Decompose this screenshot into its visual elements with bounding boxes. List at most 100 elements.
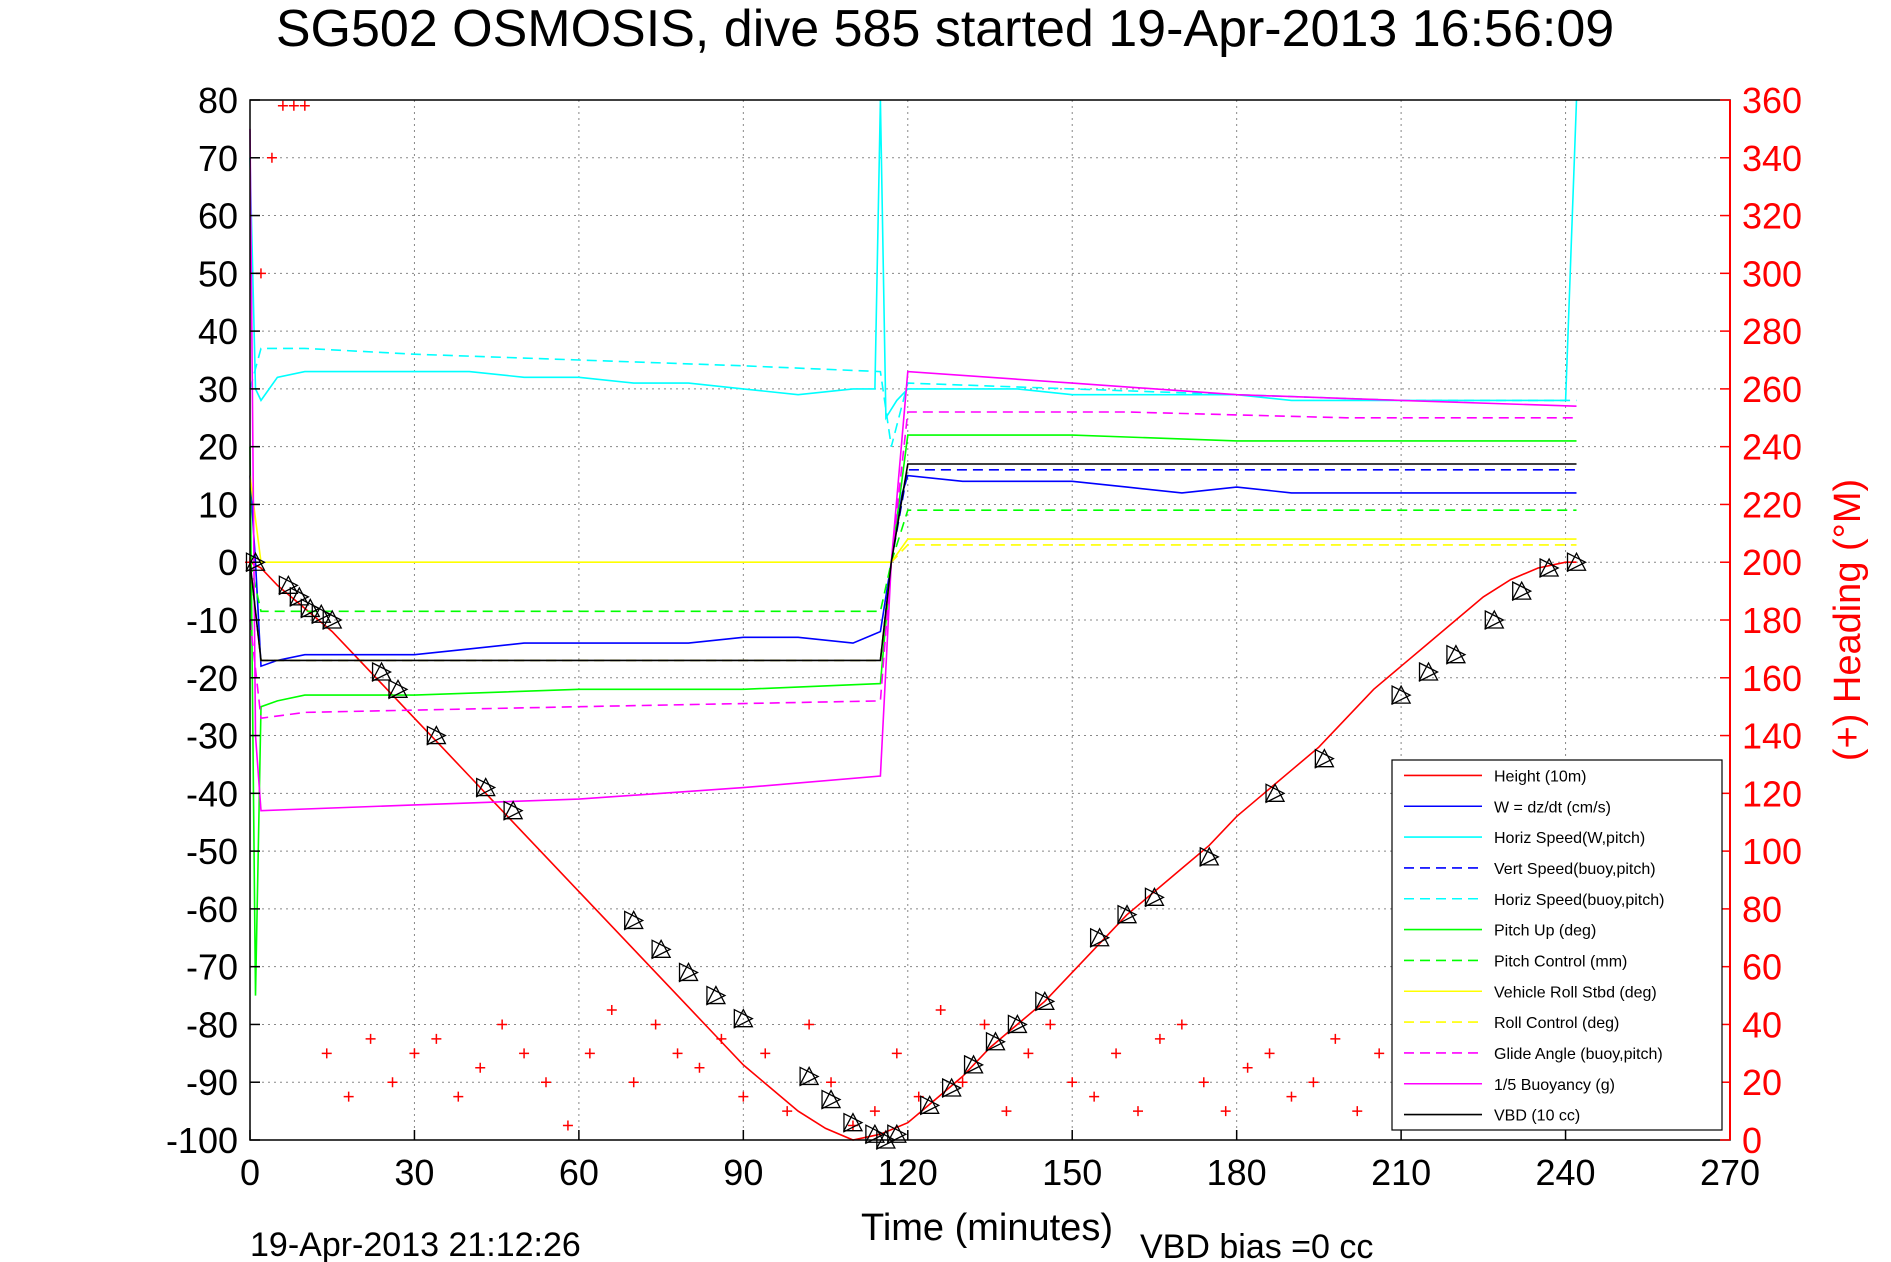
depth-marker-right — [1391, 685, 1412, 706]
legend-box — [1391, 759, 1723, 1131]
y2-tick-label: 240 — [1742, 427, 1802, 468]
y-tick-label: -10 — [186, 600, 238, 641]
x-tick-label: 120 — [878, 1152, 938, 1193]
y-tick-label: 40 — [198, 311, 238, 352]
depth-marker-right — [733, 1008, 754, 1029]
depth-marker-right — [476, 777, 497, 798]
depth-marker-right — [1484, 609, 1505, 631]
depth-marker-right — [1265, 783, 1286, 804]
depth-marker-up — [1566, 551, 1587, 571]
series-line — [249, 99, 1578, 421]
depth-marker-up — [1539, 557, 1560, 577]
y-tick-label: 10 — [198, 484, 238, 525]
depth-marker-up — [503, 800, 524, 820]
depth-marker-up — [322, 609, 343, 629]
heading-point — [826, 1077, 837, 1088]
y2-tick-label: 300 — [1742, 253, 1802, 294]
heading-point — [694, 1062, 705, 1073]
depth-marker-right — [821, 1089, 842, 1110]
depth-marker-up — [864, 1123, 885, 1143]
chart-title: SG502 OSMOSIS, dive 585 started 19-Apr-2… — [276, 0, 1614, 58]
depth-marker-right — [1199, 846, 1220, 867]
heading-point — [1220, 1106, 1231, 1117]
depth-marker-right — [1566, 552, 1587, 573]
depth-marker-up — [1445, 644, 1467, 664]
depth-marker-right — [289, 586, 310, 607]
depth-marker-up — [278, 574, 299, 594]
series-line — [249, 468, 1577, 662]
heading-point — [299, 100, 310, 111]
depth-marker-up — [387, 678, 409, 698]
y-tick-label: 50 — [198, 253, 238, 294]
series-line — [249, 347, 1577, 447]
y2-tick-label: 320 — [1742, 196, 1802, 237]
depth-marker-right — [311, 604, 332, 625]
depth-marker-up — [1264, 782, 1286, 802]
depth-marker-right — [278, 575, 299, 596]
legend-label: Glide Angle (buoy,pitch) — [1494, 1046, 1663, 1063]
heading-point — [804, 1019, 815, 1030]
legend-label: VBD (10 cc) — [1494, 1108, 1580, 1125]
series-line — [249, 509, 1577, 613]
legend-label: Vehicle Roll Stbd (deg) — [1494, 984, 1657, 1001]
heading-point — [541, 1077, 551, 1088]
x-tick-label: 210 — [1371, 1152, 1431, 1193]
heading-point — [672, 1048, 683, 1059]
x-tick-label: 270 — [1700, 1152, 1760, 1193]
depth-marker-up — [733, 1008, 754, 1028]
y-tick-label: -40 — [186, 773, 238, 814]
depth-marker-up — [426, 725, 447, 745]
depth-marker-right — [1446, 644, 1467, 665]
depth-marker-right — [245, 552, 266, 573]
heading-point — [650, 1019, 661, 1030]
heading-point — [1111, 1048, 1122, 1059]
depth-marker-right — [300, 598, 321, 619]
depth-marker-up — [1116, 904, 1138, 924]
depth-marker-up — [1199, 846, 1220, 866]
depth-marker-right — [963, 1054, 985, 1075]
y-tick-label: -100 — [166, 1120, 238, 1161]
legend-label: Vert Speed(buoy,pitch) — [1494, 861, 1656, 878]
series-line — [249, 128, 1577, 812]
series-line — [249, 463, 1577, 662]
legend-label: Horiz Speed(buoy,pitch) — [1494, 892, 1664, 909]
heading-point — [935, 1005, 946, 1015]
x-tick-label: 0 — [240, 1152, 260, 1193]
y2-tick-label: 100 — [1742, 831, 1802, 872]
depth-marker-up — [1391, 684, 1412, 704]
y-tick-label: 60 — [198, 196, 238, 237]
depth-marker-up — [1484, 609, 1505, 629]
y2-tick-label: 220 — [1742, 484, 1802, 525]
heading-point — [957, 1077, 968, 1088]
heading-point — [277, 100, 288, 111]
heading-point — [979, 1019, 990, 1030]
heading-point — [266, 152, 277, 163]
depth-marker-up — [842, 1112, 864, 1132]
x-tick-label: 30 — [394, 1152, 434, 1193]
depth-marker-up — [475, 777, 496, 797]
heading-point — [760, 1048, 771, 1059]
depth-marker-up — [1144, 886, 1165, 906]
y2-tick-label: 0 — [1742, 1120, 1762, 1161]
depth-marker-up — [1418, 661, 1439, 681]
depth-marker-right — [678, 962, 699, 983]
y2-tick-label: 120 — [1742, 773, 1802, 814]
depth-marker-up — [1034, 990, 1055, 1010]
heading-point — [1176, 1019, 1187, 1030]
depth-marker-up — [886, 1123, 907, 1143]
heading-point — [321, 1048, 332, 1059]
heading-markers — [245, 100, 1582, 1131]
heading-point — [1242, 1062, 1253, 1073]
y-tick-label: -50 — [186, 831, 238, 872]
depth-marker-up — [941, 1077, 962, 1097]
footer-vbd-bias: VBD bias =0 cc — [1140, 1228, 1373, 1262]
depth-marker-up — [1089, 927, 1110, 947]
depth-marker-right — [1418, 661, 1439, 683]
depth-marker-right — [624, 910, 645, 931]
heading-point — [1067, 1077, 1078, 1088]
depth-marker-up — [799, 1066, 820, 1086]
depth-markers — [245, 551, 1587, 1151]
heading-point — [1286, 1091, 1297, 1102]
y-tick-label: 30 — [198, 369, 238, 410]
depth-marker-up — [651, 938, 672, 958]
